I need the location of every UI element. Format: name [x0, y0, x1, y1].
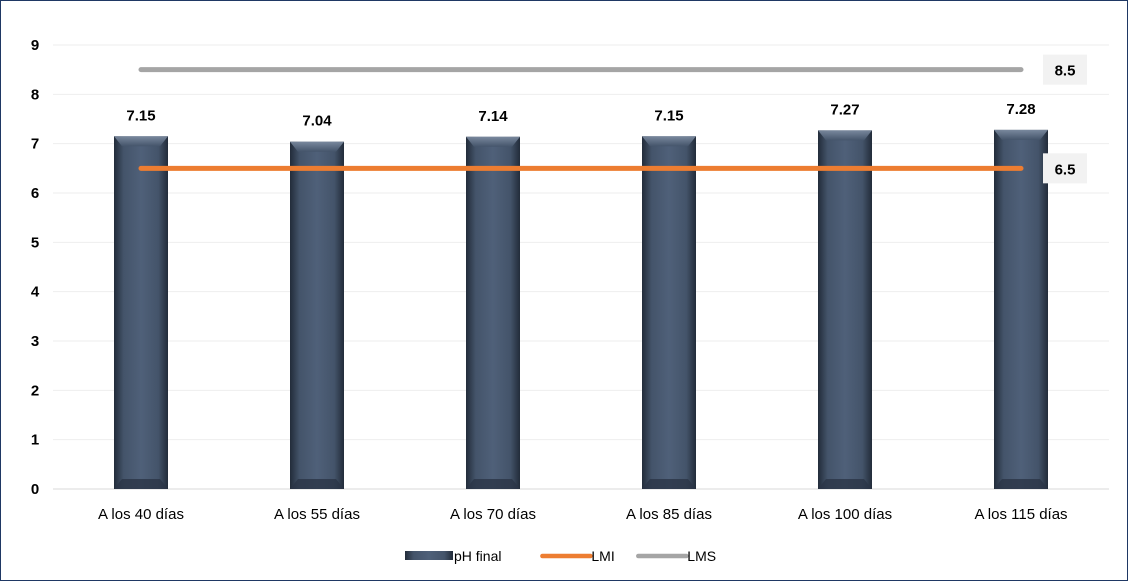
end-label: 6.5	[1055, 161, 1076, 178]
end-label-box	[1043, 54, 1087, 85]
bar	[818, 130, 872, 489]
bar	[466, 136, 520, 489]
legend-swatch-bar	[405, 551, 453, 560]
bar-bevel-bottom	[290, 479, 344, 489]
x-tick-label: A los 85 días	[626, 506, 712, 523]
bar-bevel-top	[994, 129, 1048, 140]
bar	[114, 136, 168, 489]
bar	[290, 141, 344, 489]
legend-label: LMI	[591, 548, 614, 564]
legend-label: pH final	[454, 548, 501, 564]
bar-data-label: 7.15	[654, 107, 683, 124]
bar-bevel-top	[818, 130, 872, 141]
x-axis: A los 40 días A los 55 días A los 70 días A…	[98, 506, 1068, 523]
data-labels: 7.15 7.04 7.14 7.15 7.27 7.28 6.5 8.5	[126, 54, 1087, 184]
x-tick-label: A los 40 días	[98, 506, 184, 523]
y-axis: 0 1 2 3 4 5 6 7 8 9	[31, 37, 40, 498]
bar-data-label: 7.28	[1006, 101, 1035, 118]
bar-bevel-top	[290, 141, 344, 152]
y-tick-label: 9	[31, 37, 39, 54]
bar-bevel-bottom	[994, 479, 1048, 489]
bar-bevel-top	[642, 136, 696, 147]
bar-bevel-bottom	[114, 479, 168, 489]
legend: pH final LMI LMS	[405, 548, 716, 564]
x-tick-label: A los 115 días	[974, 506, 1067, 523]
y-tick-label: 5	[31, 234, 39, 251]
y-tick-label: 3	[31, 333, 39, 350]
end-label: 8.5	[1055, 63, 1076, 80]
bar-bevel-top	[466, 136, 520, 147]
bar-bevel-top	[114, 136, 168, 147]
bar-bevel-bottom	[642, 479, 696, 489]
y-tick-label: 2	[31, 382, 39, 399]
x-tick-label: A los 70 días	[450, 506, 536, 523]
bar-data-label: 7.27	[830, 101, 859, 118]
y-tick-label: 0	[31, 481, 39, 498]
bar	[642, 136, 696, 489]
y-tick-label: 6	[31, 185, 39, 202]
x-tick-label: A los 100 días	[798, 506, 892, 523]
legend-label: LMS	[687, 548, 716, 564]
bar-bevel-bottom	[466, 479, 520, 489]
y-tick-label: 1	[31, 432, 39, 449]
gridlines	[53, 44, 1109, 490]
bar-series	[114, 129, 1048, 489]
bar	[994, 129, 1048, 489]
bar-bevel-bottom	[818, 479, 872, 489]
end-label-box	[1043, 153, 1087, 184]
y-tick-label: 7	[31, 136, 39, 153]
y-tick-label: 8	[31, 86, 39, 103]
line-series	[138, 67, 1024, 171]
bar-data-label: 7.14	[478, 108, 508, 125]
y-tick-label: 4	[31, 284, 40, 301]
bar-data-label: 7.15	[126, 107, 155, 124]
x-tick-label: A los 55 días	[274, 506, 360, 523]
bar-data-label: 7.04	[302, 113, 332, 130]
